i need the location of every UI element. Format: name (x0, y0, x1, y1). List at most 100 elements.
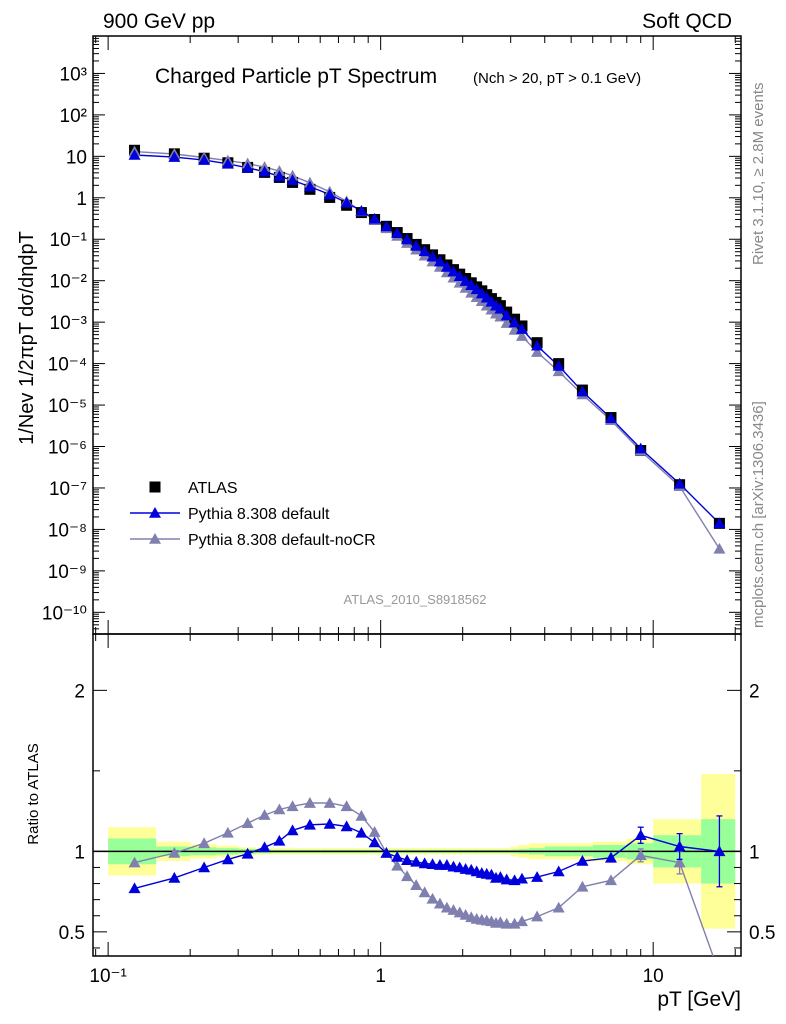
ratio-panel: 10⁻¹ 1 10 0.5 0.5 1 1 2 2 (59, 633, 775, 987)
point-pythia-default (713, 517, 726, 529)
ratio-point-pythia-nocr (634, 849, 647, 861)
ratio-point-pythia-default (713, 845, 726, 857)
y-tick-label: 10³ (60, 64, 87, 85)
point-pythia-default (673, 477, 686, 489)
point-pythia-default (440, 260, 453, 272)
point-pythia-nocr (713, 542, 726, 554)
chart-subtitle: (Nch > 20, pT > 0.1 GeV) (473, 70, 641, 87)
point-pythia-default (303, 180, 316, 192)
ratio-point-pythia-default (515, 872, 528, 884)
ratio-point-pythia-default (552, 865, 565, 877)
ratio-point-pythia-nocr (552, 901, 565, 913)
ratio-point-pythia-default (576, 855, 589, 866)
ratio-point-pythia-default (494, 871, 507, 882)
point-pythia-default (447, 265, 460, 277)
point-pythia-nocr (459, 281, 472, 293)
point-pythia-default (168, 151, 181, 162)
ratio-point-pythia-nocr (531, 910, 544, 922)
legend: ATLAS Pythia 8.308 default Pythia 8.308 de… (130, 480, 376, 549)
legend-marker (149, 507, 161, 518)
x-tick-label: 10 (643, 966, 664, 987)
point-pythia-default (418, 245, 431, 257)
ratio-point-pythia-nocr (323, 797, 336, 808)
main-ylabel: 1/Nev 1/2πpT dσ/dηdpT (16, 231, 38, 445)
ratio-point-pythia-nocr (258, 809, 271, 820)
ratio-point-pythia-default (303, 818, 316, 830)
point-pythia-default (323, 188, 336, 200)
ratio-point-pythia-default (380, 846, 393, 858)
y-tick-label: 1 (76, 189, 87, 210)
main-panel: 10⁻¹⁰ 10⁻⁹ 10⁻⁸ 10⁻⁷ 10⁻⁶ 10⁻⁵ 10⁻⁴ 10⁻³ 10⁻² 10⁻… (42, 35, 742, 635)
chart-title: Charged Particle pT Spectrum (155, 65, 437, 88)
ratio-point-pythia-default (286, 824, 299, 836)
ratio-point-pythia-default (426, 858, 439, 870)
y-tick-label: 10⁻⁵ (48, 396, 87, 417)
point-pythia-default (128, 148, 141, 160)
point-pythia-default (531, 339, 544, 351)
ratio-point-pythia-default (241, 847, 254, 859)
x-tick-label: 1 (375, 966, 386, 987)
ratio-point-pythia-nocr (198, 837, 211, 849)
ratio-point-pythia-nocr (576, 880, 589, 892)
ratio-frame (92, 633, 742, 957)
x-axis-label: pT [GeV] (657, 988, 741, 1011)
y-tick-label: 10⁻⁴ (48, 355, 87, 376)
ratio-y-tick-label: 1 (74, 842, 85, 863)
ratio-point-pythia-nocr (433, 897, 446, 909)
ratio-point-pythia-default (500, 873, 513, 885)
ratio-point-pythia-default (168, 871, 181, 883)
ratio-point-pythia-nocr (168, 846, 181, 858)
y-tick-label: 10⁻⁹ (48, 562, 87, 583)
point-pythia-default (258, 165, 271, 177)
ratio-point-pythia-nocr (303, 797, 316, 808)
point-pythia-default (433, 255, 446, 267)
ratio-ylabel: Ratio to ATLAS (25, 743, 42, 844)
point-pythia-default (273, 170, 286, 182)
point-pythia-default (410, 239, 423, 251)
y-tick-label: 10⁻⁷ (49, 479, 87, 500)
point-pythia-nocr (515, 330, 528, 341)
ratio-point-pythia-default (258, 841, 271, 853)
header-left: 900 GeV pp (103, 10, 215, 33)
point-pythia-default (426, 250, 439, 262)
ratio-point-pythia-nocr (221, 826, 234, 838)
point-pythia-default (604, 412, 617, 424)
point-pythia-nocr (465, 286, 478, 298)
ratio-point-pythia-default (673, 840, 686, 852)
ratio-point-pythia-nocr (426, 892, 439, 904)
point-pythia-nocr (531, 346, 544, 357)
legend-marker-atlas (149, 481, 161, 493)
chart-title-text: Charged Particle pT Spectrum (155, 65, 437, 88)
ratio-point-pythia-default (340, 820, 353, 832)
ratio-y-tick-label: 0.5 (59, 923, 85, 944)
ratio-point-pythia-default (401, 854, 414, 866)
ratio-point-pythia-nocr (440, 901, 453, 913)
ratio-point-pythia-nocr (241, 817, 254, 828)
ratio-point-pythia-default (634, 829, 647, 841)
legend-label: Pythia 8.308 default (188, 506, 330, 523)
point-pythia-nocr (552, 365, 565, 377)
point-pythia-default (198, 154, 211, 165)
ratio-point-pythia-default (418, 857, 431, 869)
point-pythia-default (221, 157, 234, 169)
y-tick-label: 10⁻¹ (50, 230, 88, 251)
point-pythia-default (380, 220, 393, 232)
point-pythia-default (453, 270, 466, 282)
ratio-point-pythia-default (410, 855, 423, 867)
point-pythia-default (340, 196, 353, 208)
ratio-point-pythia-nocr (128, 856, 141, 868)
point-pythia-default (355, 205, 368, 216)
ratio-point-pythia-nocr (447, 904, 460, 915)
point-pythia-default (241, 161, 254, 173)
point-pythia-default (368, 212, 381, 224)
ratio-point-pythia-default (391, 850, 404, 862)
ratio-point-pythia-default (604, 851, 617, 863)
ratio-y-tick-label-right: 1 (749, 842, 760, 863)
ratio-point-pythia-nocr (368, 826, 381, 837)
ratio-point-pythia-nocr (673, 856, 686, 868)
rivet-label: Rivet 3.1.10, ≥ 2.8M events (750, 83, 767, 266)
point-pythia-default (515, 323, 528, 334)
series-line-pythia-default (134, 154, 720, 524)
point-pythia-default (576, 385, 589, 397)
point-pythia-default (286, 174, 299, 186)
